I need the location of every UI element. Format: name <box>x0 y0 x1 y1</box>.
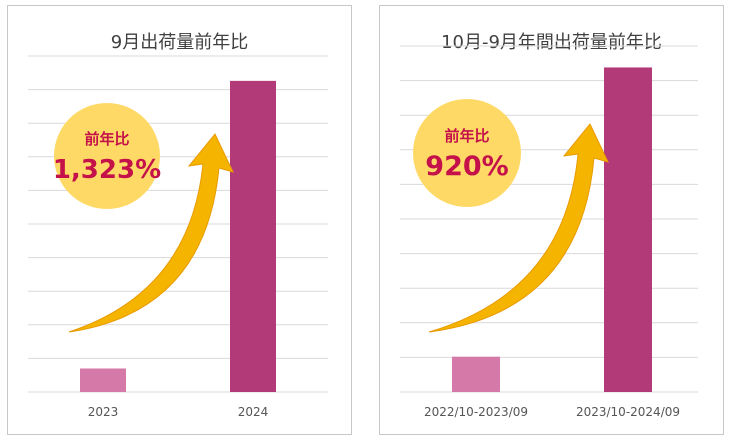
x-tick-label: 2023 <box>88 405 119 419</box>
x-tick-label: 2024 <box>238 405 269 419</box>
x-tick-label: 2023/10-2024/09 <box>576 405 680 419</box>
x-tick-label: 2022/10-2023/09 <box>424 405 528 419</box>
yoy-badge-value: 1,323% <box>53 155 161 185</box>
gridlines <box>400 45 698 393</box>
yoy-badge-label: 前年比 <box>444 127 489 145</box>
yoy-badge-label: 前年比 <box>84 130 129 148</box>
chart-plot: 2022/10-2023/09 2023/10-2024/09 前年比 920% <box>400 45 698 419</box>
yoy-badge-value: 920% <box>425 151 508 182</box>
bar-2023/10-2024/09 <box>604 67 652 392</box>
chart-title: 10月-9月年間出荷量前年比 <box>441 32 662 53</box>
bar-2023 <box>80 368 126 392</box>
chart-panel-annual: 10月-9月年間出荷量前年比 2022/10-2023/09 2023/10-20… <box>379 5 724 435</box>
chart-panel-september: 9月出荷量前年比 2023 2024 前年比 1,323% <box>7 5 352 435</box>
yoy-badge: 前年比 1,323% <box>53 103 161 209</box>
chart-title: 9月出荷量前年比 <box>110 32 249 53</box>
bar-2022/10-2023/09 <box>452 356 500 392</box>
bar-2024 <box>230 80 276 392</box>
chart-plot: 2023 2024 前年比 1,323% <box>28 55 328 419</box>
growth-arrow-icon <box>428 123 609 333</box>
yoy-badge: 前年比 920% <box>413 99 521 207</box>
growth-arrow-icon <box>68 133 234 333</box>
gridlines <box>28 55 328 393</box>
